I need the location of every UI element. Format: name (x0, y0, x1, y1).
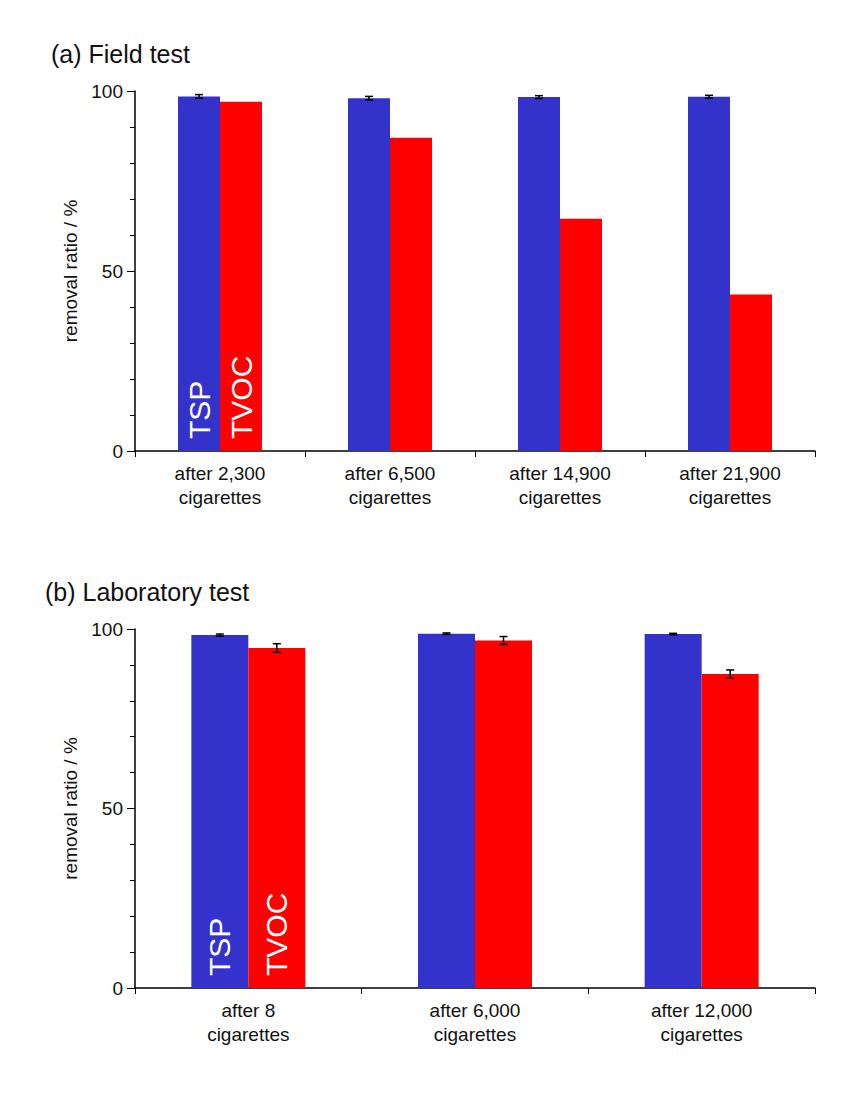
svg-text:50: 50 (102, 261, 123, 282)
svg-text:after 21,900: after 21,900 (679, 463, 780, 484)
svg-text:after 14,900: after 14,900 (509, 463, 610, 484)
svg-text:TSP: TSP (203, 918, 236, 976)
svg-text:TVOC: TVOC (225, 356, 258, 439)
svg-text:100: 100 (91, 619, 123, 640)
svg-text:TSP: TSP (183, 381, 216, 439)
svg-text:cigarettes: cigarettes (519, 487, 601, 508)
svg-text:cigarettes: cigarettes (434, 1024, 516, 1045)
svg-text:cigarettes: cigarettes (179, 487, 261, 508)
svg-text:removal ratio / %: removal ratio / % (60, 200, 81, 343)
svg-text:cigarettes: cigarettes (689, 487, 771, 508)
svg-text:after 12,000: after 12,000 (651, 1000, 752, 1021)
svg-text:after 2,300: after 2,300 (175, 463, 266, 484)
svg-text:0: 0 (112, 978, 123, 999)
svg-text:0: 0 (112, 441, 123, 462)
svg-text:50: 50 (102, 798, 123, 819)
svg-text:100: 100 (91, 81, 123, 102)
svg-text:(b) Laboratory test: (b) Laboratory test (45, 578, 249, 606)
svg-text:after 6,500: after 6,500 (345, 463, 436, 484)
svg-text:cigarettes: cigarettes (660, 1024, 742, 1045)
svg-text:cigarettes: cigarettes (207, 1024, 289, 1045)
svg-text:removal ratio / %: removal ratio / % (60, 737, 81, 880)
svg-text:(a) Field test: (a) Field test (51, 40, 190, 68)
svg-text:cigarettes: cigarettes (349, 487, 431, 508)
svg-text:after 6,000: after 6,000 (430, 1000, 521, 1021)
svg-text:after 8: after 8 (221, 1000, 275, 1021)
svg-text:TVOC: TVOC (260, 893, 293, 976)
